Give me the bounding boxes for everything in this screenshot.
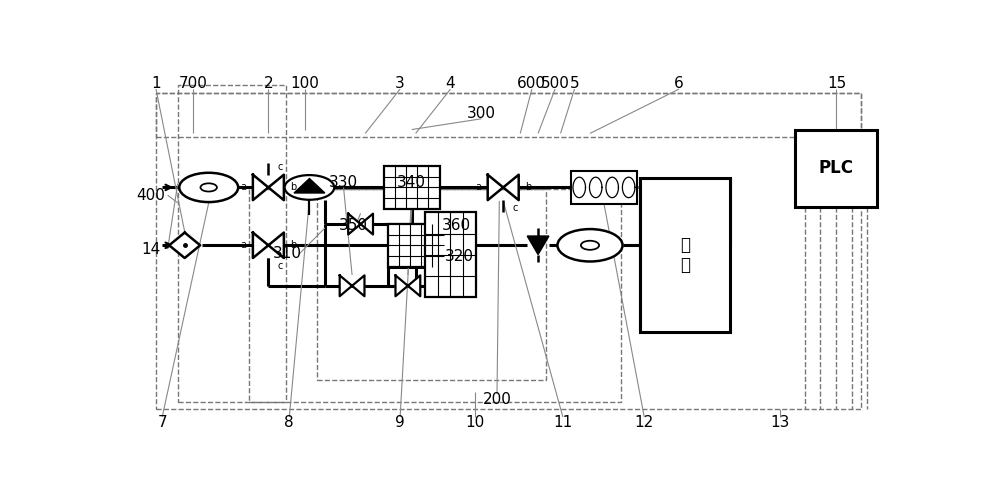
Text: a: a [475, 182, 481, 192]
Polygon shape [348, 213, 373, 234]
Text: a: a [241, 182, 247, 192]
Text: 350: 350 [339, 218, 368, 233]
Bar [178, 85, 286, 401]
Text: 15: 15 [827, 76, 846, 91]
Text: 9: 9 [395, 415, 405, 430]
Text: c: c [278, 261, 283, 271]
Bar [156, 93, 861, 409]
Circle shape [557, 229, 623, 262]
Text: 舱
室: 舱 室 [680, 235, 690, 275]
Text: 5: 5 [570, 76, 579, 91]
Text: 400: 400 [136, 188, 165, 202]
Bar [249, 189, 621, 401]
Polygon shape [488, 175, 519, 200]
Text: 10: 10 [466, 415, 485, 430]
Text: 200: 200 [483, 392, 511, 407]
Circle shape [285, 175, 334, 200]
Text: 310: 310 [273, 246, 302, 262]
Text: a: a [241, 240, 247, 250]
Text: 600: 600 [517, 76, 546, 91]
Text: 8: 8 [284, 415, 294, 430]
Text: 500: 500 [541, 76, 570, 91]
Text: 6: 6 [674, 76, 684, 91]
Text: c: c [278, 162, 283, 172]
Text: 300: 300 [467, 106, 496, 121]
Text: c: c [512, 203, 518, 213]
Polygon shape [527, 236, 549, 255]
Text: 1: 1 [151, 76, 161, 91]
Polygon shape [340, 276, 364, 296]
Text: 330: 330 [329, 175, 358, 190]
Text: 360: 360 [442, 218, 471, 233]
Text: 700: 700 [179, 76, 208, 91]
Polygon shape [253, 175, 284, 200]
Bar [388, 224, 444, 267]
Text: 12: 12 [635, 415, 654, 430]
Text: PLC: PLC [819, 159, 854, 177]
Polygon shape [294, 178, 325, 193]
Bar [571, 171, 637, 204]
Bar [640, 178, 730, 332]
Text: 11: 11 [553, 415, 572, 430]
Text: 3: 3 [395, 76, 405, 91]
Text: 7: 7 [157, 415, 167, 430]
Text: 14: 14 [141, 241, 160, 257]
Text: 340: 340 [397, 175, 426, 190]
Text: b: b [525, 182, 531, 192]
Bar [795, 130, 877, 207]
Polygon shape [395, 276, 420, 296]
Text: 2: 2 [264, 76, 273, 91]
Text: b: b [290, 240, 296, 250]
Polygon shape [169, 232, 200, 258]
Bar [384, 166, 440, 208]
Text: 100: 100 [290, 76, 319, 91]
Text: 13: 13 [770, 415, 790, 430]
Bar [156, 93, 861, 137]
Text: b: b [290, 182, 296, 192]
Bar [317, 189, 546, 380]
Polygon shape [253, 232, 284, 258]
Text: 320: 320 [445, 249, 474, 265]
Circle shape [179, 173, 238, 202]
Text: 4: 4 [446, 76, 455, 91]
Bar [425, 212, 476, 298]
